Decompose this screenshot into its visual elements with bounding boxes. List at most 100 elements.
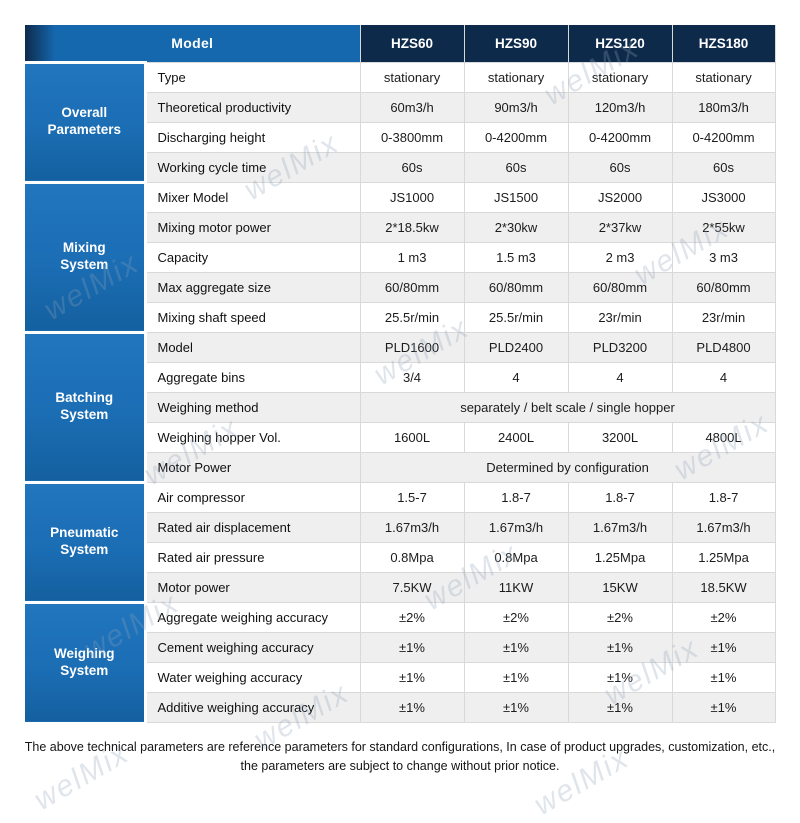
value-cell: 1.8-7	[567, 481, 673, 513]
param-label: Type	[144, 61, 361, 93]
value-cell: ±1%	[463, 691, 569, 723]
value-cell: 23r/min	[671, 301, 776, 333]
value-cell: 3/4	[359, 361, 465, 393]
value-cell: 60m3/h	[359, 91, 465, 123]
value-cell: 25.5r/min	[359, 301, 465, 333]
value-cell: ±1%	[671, 631, 776, 663]
value-cell: 2*30kw	[463, 211, 569, 243]
value-cell: 0.8Mpa	[359, 541, 465, 573]
value-cell: ±1%	[359, 691, 465, 723]
value-span-cell: separately / belt scale / single hopper	[359, 391, 776, 423]
table-row: Theoretical productivity 60m3/h 90m3/h 120m…	[25, 91, 776, 123]
value-cell: ±1%	[463, 631, 569, 663]
value-cell: 23r/min	[567, 301, 673, 333]
value-cell: stationary	[359, 61, 465, 93]
value-cell: 2*37kw	[567, 211, 673, 243]
value-cell: JS3000	[671, 181, 776, 213]
value-cell: 0-4200mm	[463, 121, 569, 153]
value-cell: 4	[463, 361, 569, 393]
param-label: Max aggregate size	[144, 271, 361, 303]
param-label: Weighing method	[144, 391, 361, 423]
table-row: Cement weighing accuracy ±1% ±1% ±1% ±1%	[25, 631, 776, 663]
value-cell: ±2%	[463, 601, 569, 633]
value-cell: 60s	[359, 151, 465, 183]
table-row: Working cycle time 60s 60s 60s 60s	[25, 151, 776, 183]
value-cell: 60/80mm	[567, 271, 673, 303]
value-cell: 120m3/h	[567, 91, 673, 123]
param-label: Water weighing accuracy	[144, 661, 361, 693]
column-header-hzs60: HZS60	[359, 25, 465, 63]
column-header-hzs120: HZS120	[567, 25, 673, 63]
table-row: Mixing System Mixer Model JS1000 JS1500 JS20…	[25, 180, 776, 332]
group-label-batching-system: Batching System	[25, 330, 147, 482]
param-label: Additive weighing accuracy	[144, 691, 361, 723]
param-label: Air compressor	[144, 481, 361, 513]
param-label: Mixing shaft speed	[144, 301, 361, 333]
value-cell: 60/80mm	[671, 271, 776, 303]
model-header-cell: Model	[25, 25, 361, 63]
param-label: Rated air pressure	[144, 541, 361, 573]
param-label: Model	[144, 331, 361, 363]
value-cell: 4800L	[671, 421, 776, 453]
value-cell: 2*55kw	[671, 211, 776, 243]
value-cell: 1.67m3/h	[671, 511, 776, 543]
table-row: Weighing method separately / belt scale /…	[25, 391, 776, 423]
value-cell: 1.8-7	[463, 481, 569, 513]
value-cell: 2400L	[463, 421, 569, 453]
value-cell: 3 m3	[671, 241, 776, 273]
param-label: Cement weighing accuracy	[144, 631, 361, 663]
group-label-mixing-system: Mixing System	[25, 180, 147, 332]
value-cell: 1.67m3/h	[359, 511, 465, 543]
param-label: Theoretical productivity	[144, 91, 361, 123]
value-cell: stationary	[671, 61, 776, 93]
value-cell: stationary	[463, 61, 569, 93]
spec-sheet-page: welMix welMix welMix welMix welMix welMi…	[0, 25, 800, 822]
value-cell: 7.5KW	[359, 571, 465, 603]
table-row: Rated air pressure 0.8Mpa 0.8Mpa 1.25Mpa 1.2…	[25, 541, 776, 573]
column-header-hzs180: HZS180	[671, 25, 776, 63]
value-cell: 1.5-7	[359, 481, 465, 513]
value-cell: ±1%	[567, 631, 673, 663]
table-row: Additive weighing accuracy ±1% ±1% ±1% ±1%	[25, 691, 776, 723]
value-cell: 1.25Mpa	[671, 541, 776, 573]
value-cell: 60s	[671, 151, 776, 183]
value-span-cell: Determined by configuration	[359, 451, 776, 483]
column-header-hzs90: HZS90	[463, 25, 569, 63]
value-cell: PLD4800	[671, 331, 776, 363]
value-cell: 1.5 m3	[463, 241, 569, 273]
footer-line-1: The above technical parameters are refer…	[24, 740, 776, 754]
value-cell: ±1%	[463, 661, 569, 693]
value-cell: ±1%	[359, 631, 465, 663]
value-cell: 0.8Mpa	[463, 541, 569, 573]
table-header-row: Model HZS60 HZS90 HZS120 HZS180	[25, 25, 776, 63]
value-cell: 90m3/h	[463, 91, 569, 123]
group-label-overall-parameters: Overall Parameters	[25, 60, 147, 182]
value-cell: JS1000	[359, 181, 465, 213]
footer-line-2: the parameters are subject to change wit…	[240, 759, 560, 774]
table-row: Batching System Model PLD1600 PLD2400 PLD320…	[25, 330, 776, 482]
table-row: Rated air displacement 1.67m3/h 1.67m3/h 1.…	[25, 511, 776, 543]
table-row: Weighing System Aggregate weighing accura…	[25, 600, 776, 722]
table-row: Mixing motor power 2*18.5kw 2*30kw 2*37kw 2*…	[25, 211, 776, 243]
param-label: Capacity	[144, 241, 361, 273]
value-cell: PLD1600	[359, 331, 465, 363]
value-cell: PLD3200	[567, 331, 673, 363]
value-cell: JS2000	[567, 181, 673, 213]
param-label: Rated air displacement	[144, 511, 361, 543]
table-row: Motor Power Determined by configuration	[25, 451, 776, 483]
value-cell: 60/80mm	[463, 271, 569, 303]
value-cell: stationary	[567, 61, 673, 93]
value-cell: ±1%	[671, 691, 776, 723]
footer-note: The above technical parameters are refer…	[0, 738, 800, 777]
param-label: Motor power	[144, 571, 361, 603]
group-label-pneumatic-system: Pneumatic System	[25, 480, 147, 602]
value-cell: 1.8-7	[671, 481, 776, 513]
value-cell: ±1%	[567, 661, 673, 693]
value-cell: 1 m3	[359, 241, 465, 273]
value-cell: 25.5r/min	[463, 301, 569, 333]
table-row: Max aggregate size 60/80mm 60/80mm 60/80mm 6…	[25, 271, 776, 303]
value-cell: 0-4200mm	[567, 121, 673, 153]
param-label: Mixing motor power	[144, 211, 361, 243]
value-cell: 2*18.5kw	[359, 211, 465, 243]
spec-table: Model HZS60 HZS90 HZS120 HZS180 Overall …	[25, 25, 776, 723]
